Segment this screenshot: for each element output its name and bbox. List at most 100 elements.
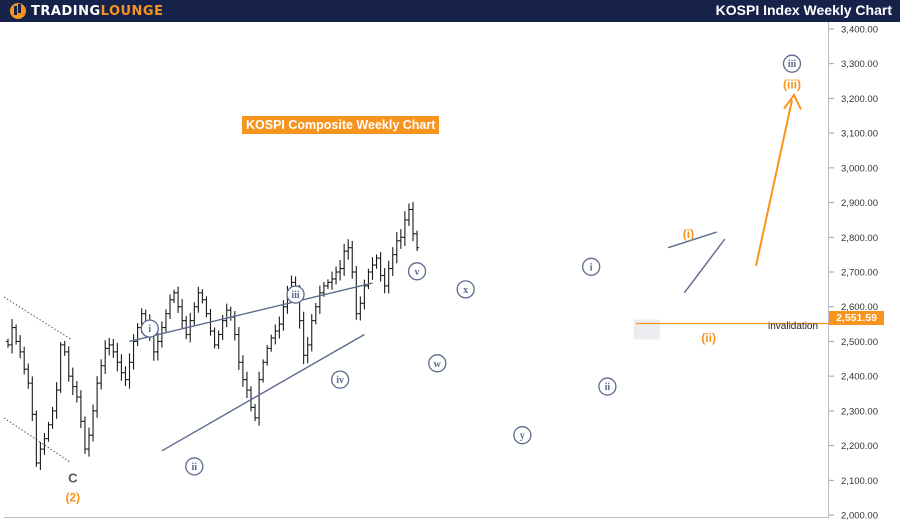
- ohlc-bar: [204, 296, 209, 318]
- wave-label-i: i: [582, 257, 601, 276]
- ohlc-bar: [163, 309, 168, 332]
- y-tick-label: 2,300.00: [841, 406, 878, 417]
- ohlc-bar: [18, 335, 23, 359]
- invalidation-label: invalidation: [768, 321, 819, 332]
- small-wedge-upper: [667, 231, 717, 249]
- ohlc-bar: [192, 302, 197, 326]
- wave-circle: [582, 257, 601, 276]
- wave-label-v: v: [407, 262, 427, 281]
- y-tick-label: 2,100.00: [841, 476, 878, 487]
- wave-label-w: w: [428, 354, 447, 373]
- ohlc-bar: [253, 404, 258, 422]
- ohlc-bars: [6, 202, 420, 470]
- channel-lower: [3, 417, 71, 463]
- ohlc-bar: [224, 303, 229, 328]
- wave-circle: [428, 354, 447, 373]
- ohlc-bar: [95, 376, 100, 418]
- ohlc-bar: [66, 346, 71, 382]
- ohlc-bar: [119, 354, 124, 381]
- ohlc-bar: [135, 322, 140, 347]
- ohlc-bar: [22, 346, 27, 375]
- wave-circle: [407, 262, 427, 281]
- ohlc-bar: [34, 410, 39, 467]
- ohlc-bar: [74, 381, 79, 403]
- wave-text: y: [520, 431, 525, 442]
- page-title: KOSPI Index Weekly Chart: [715, 2, 892, 18]
- y-tick-label: 2,700.00: [841, 268, 878, 279]
- ohlc-bar: [273, 324, 278, 345]
- ohlc-bar: [261, 359, 266, 383]
- ohlc-bar: [54, 382, 59, 419]
- ohlc-bar: [317, 285, 322, 314]
- wave-text: v: [415, 267, 420, 278]
- ohlc-bar: [58, 342, 63, 393]
- ohlc-bar: [78, 390, 83, 429]
- wave-label-orange: (i): [683, 227, 694, 241]
- target-label-orange: (iii): [783, 78, 801, 92]
- wave-label-i: i: [140, 319, 159, 338]
- y-tick-label: 2,000.00: [841, 511, 878, 522]
- ohlc-bar: [30, 376, 35, 422]
- y-tick-label: 2,900.00: [841, 198, 878, 209]
- ohlc-bar: [244, 371, 249, 399]
- wave-label-ii: ii: [598, 377, 617, 396]
- invalidation-zone: [633, 319, 660, 340]
- wave-label-iii: iii: [286, 285, 305, 304]
- wave-text: ii: [605, 382, 611, 393]
- wave-label-iv: iv: [330, 370, 350, 389]
- ohlc-bar: [325, 279, 330, 289]
- ohlc-bar: [155, 332, 160, 361]
- chart-subtitle: KOSPI Composite Weekly Chart: [242, 116, 440, 134]
- wave-trendlines: [129, 92, 829, 452]
- y-tick-label: 3,400.00: [841, 24, 878, 35]
- ohlc-bar: [411, 202, 415, 242]
- ohlc-bar: [107, 337, 112, 356]
- ohlc-bar: [415, 230, 420, 251]
- ohlc-bar: [277, 316, 282, 339]
- ohlc-bar: [228, 306, 233, 321]
- ohlc-bar: [240, 355, 245, 387]
- ohlc-bar: [10, 318, 15, 354]
- ohlc-bar: [313, 302, 318, 325]
- ohlc-bar: [123, 366, 128, 387]
- wave-circle: [185, 457, 204, 476]
- ohlc-bar: [91, 404, 96, 442]
- target-label-blue: iii: [782, 54, 802, 73]
- ohlc-bar: [334, 266, 339, 285]
- wave-circle: [456, 280, 475, 299]
- wave-text: i: [590, 262, 593, 273]
- y-tick-label: 3,100.00: [841, 129, 878, 140]
- wedge-upper-line: [129, 282, 373, 343]
- channel-upper: [3, 296, 73, 341]
- wave-text: w: [434, 359, 442, 370]
- ohlc-bar: [6, 338, 10, 348]
- ohlc-bar: [390, 247, 395, 277]
- ohlc-bar: [46, 421, 51, 442]
- brand-logo[interactable]: TRADINGLOUNGE: [10, 2, 163, 20]
- brand-name: TRADINGLOUNGE: [31, 3, 164, 19]
- wave-label-orange: (ii): [701, 331, 716, 345]
- ohlc-bar: [386, 260, 391, 294]
- ohlc-bar: [382, 268, 387, 294]
- ohlc-bar: [249, 386, 253, 412]
- wave-text: iv: [336, 375, 344, 386]
- ohlc-bar: [62, 340, 67, 356]
- ohlc-bar: [70, 367, 75, 396]
- ohlc-bar: [14, 324, 19, 345]
- wedge-lower-line: [161, 333, 365, 452]
- y-tick-label: 2,400.00: [841, 372, 878, 383]
- ohlc-bar: [406, 203, 411, 226]
- price-axis-background: [830, 22, 900, 522]
- ohlc-bar: [216, 330, 221, 349]
- wave-label-ii: ii: [185, 457, 204, 476]
- ohlc-bar: [42, 432, 47, 455]
- ohlc-bar: [366, 268, 371, 290]
- ohlc-bar: [394, 232, 399, 264]
- y-tick-label: 3,300.00: [841, 59, 878, 70]
- ohlc-bar: [196, 286, 201, 313]
- wave-label-x: x: [456, 280, 475, 299]
- y-tick-label: 3,200.00: [841, 94, 878, 105]
- ohlc-bar: [378, 251, 383, 282]
- logo-icon: [10, 3, 26, 19]
